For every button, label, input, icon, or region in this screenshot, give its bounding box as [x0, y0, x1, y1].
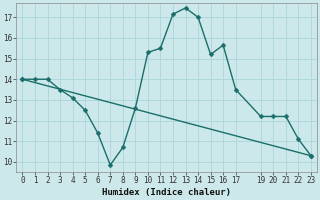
X-axis label: Humidex (Indice chaleur): Humidex (Indice chaleur) [102, 188, 231, 197]
